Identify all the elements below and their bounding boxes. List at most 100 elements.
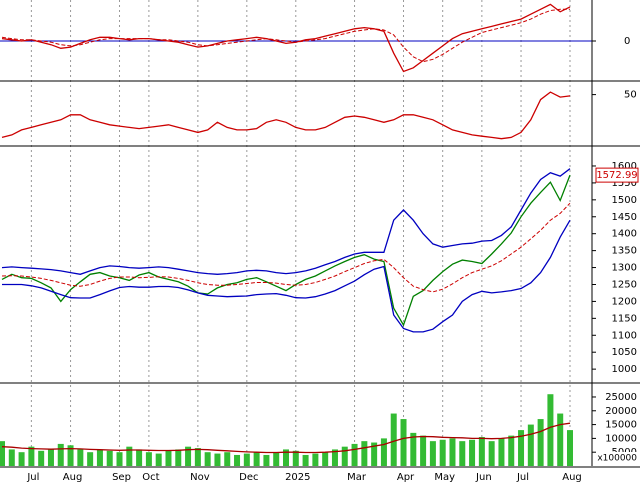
volume-bar	[527, 424, 534, 466]
volume-bar	[234, 454, 241, 466]
y-tick-label: 1150	[612, 313, 637, 324]
volume-bar	[410, 432, 417, 466]
volume-bar	[47, 449, 54, 466]
volume-bar	[67, 445, 74, 466]
x-tick-label: Apr	[397, 472, 415, 483]
volume-bar	[292, 450, 299, 466]
volume-bar	[87, 452, 94, 466]
volume-bar	[567, 430, 573, 466]
volume-bar	[77, 449, 84, 466]
volume-bar	[557, 413, 564, 466]
x-tick-label: Mar	[347, 472, 367, 483]
volume-bar	[38, 450, 45, 466]
y-tick-label: 25000	[605, 392, 637, 403]
x-tick-label: Jun	[475, 472, 492, 483]
x-tick-label: Sep	[112, 472, 131, 483]
volume-bar	[214, 453, 221, 466]
series-line	[1, 168, 571, 275]
x-tick-label: Nov	[190, 472, 210, 483]
y-tick-label: 1300	[612, 263, 637, 274]
volume-bar	[0, 441, 5, 466]
volume-bar	[312, 453, 319, 466]
volume-bar	[185, 446, 192, 466]
volume-bar	[449, 438, 456, 466]
volume-bar	[322, 452, 329, 466]
volume-bar	[175, 449, 182, 466]
volume-bar	[498, 438, 505, 466]
unit-label-bg	[596, 452, 638, 464]
volume-bar	[155, 453, 162, 466]
volume-bar	[361, 441, 368, 466]
series-line	[1, 202, 571, 293]
volume-bar	[106, 450, 113, 466]
volume-bar	[420, 435, 427, 466]
y-tick-label: 1400	[612, 229, 637, 240]
x-tick-label: Jul	[516, 472, 529, 483]
volume-bar	[145, 452, 152, 466]
price-label: 1572.99	[596, 170, 637, 181]
volume-bar	[253, 452, 260, 466]
volume-bar	[380, 438, 387, 466]
volume-bar	[302, 454, 309, 466]
volume-bar	[136, 449, 143, 466]
y-tick-label: 1200	[612, 296, 637, 307]
x-tick-label: Aug	[562, 472, 582, 483]
volume-bar	[400, 419, 407, 466]
volume-bar	[331, 449, 338, 466]
volume-bar	[263, 454, 270, 466]
y-tick-label: 1050	[612, 347, 637, 358]
x-tick-label: Dec	[239, 472, 258, 483]
series-line	[1, 91, 571, 140]
x-tick-label: May	[434, 472, 455, 483]
y-tick-label: 1500	[612, 195, 637, 206]
series-line	[1, 422, 571, 454]
y-tick-label: 1350	[612, 246, 637, 257]
volume-bar	[165, 450, 172, 466]
y-tick-label: 1100	[612, 330, 637, 341]
volume-bar	[547, 394, 554, 466]
series-line	[1, 8, 570, 63]
volume-bar	[283, 449, 289, 466]
volume-bar	[469, 439, 476, 466]
volume-bar	[57, 443, 64, 466]
series-line	[2, 219, 571, 333]
volume-bar	[518, 430, 525, 466]
volume-bar	[478, 437, 485, 466]
volume-bar	[390, 413, 397, 466]
volume-bar	[194, 448, 201, 466]
series-line	[1, 174, 571, 327]
volume-bar	[243, 453, 250, 466]
volume-bar	[371, 442, 378, 466]
y-tick-label: 50	[624, 90, 637, 101]
volume-bar	[273, 452, 280, 466]
y-tick-label: 0	[624, 36, 630, 47]
y-tick-label: 1600	[612, 161, 637, 172]
volume-bar	[341, 446, 348, 466]
volume-bar	[459, 441, 466, 466]
volume-bar	[429, 441, 436, 466]
y-tick-label: 1450	[612, 212, 637, 223]
price-label-box	[595, 167, 639, 183]
unit-label: x100000	[597, 454, 637, 464]
volume-bar	[8, 449, 15, 466]
y-tick-label: 1550	[612, 178, 637, 189]
x-tick-label: Aug	[63, 472, 83, 483]
y-tick-label: 1000	[612, 364, 637, 375]
volume-bar	[488, 441, 495, 466]
x-tick-label: 2025	[285, 472, 310, 483]
x-tick-label: Oct	[142, 472, 159, 483]
series-line	[1, 3, 571, 73]
x-tick-label: Jul	[26, 472, 39, 483]
volume-bar	[116, 452, 123, 466]
volume-bar	[204, 452, 211, 466]
volume-bar	[224, 452, 231, 466]
volume-bar	[439, 439, 446, 466]
volume-bar	[508, 435, 515, 466]
volume-bar	[96, 449, 103, 466]
y-tick-label: 15000	[605, 420, 637, 431]
volume-bar	[18, 452, 25, 466]
volume-bar	[28, 446, 35, 466]
volume-bar	[537, 419, 544, 466]
y-tick-label: 10000	[605, 433, 637, 444]
